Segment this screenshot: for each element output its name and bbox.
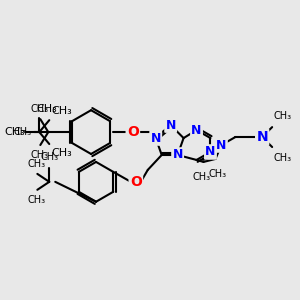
Text: CH₃: CH₃: [40, 152, 58, 162]
Text: N: N: [191, 124, 202, 136]
Text: N: N: [151, 132, 161, 145]
Text: CH₃: CH₃: [30, 150, 48, 160]
Text: CH₃: CH₃: [51, 148, 72, 158]
Text: CH₃: CH₃: [192, 172, 211, 182]
Text: N: N: [172, 148, 183, 161]
Text: CH₃: CH₃: [30, 104, 48, 114]
Text: CH₃: CH₃: [273, 153, 291, 163]
Text: O: O: [130, 175, 142, 189]
Text: CH₃: CH₃: [36, 104, 57, 114]
Text: N: N: [216, 139, 226, 152]
Text: CH₃: CH₃: [13, 127, 32, 137]
Text: CH₃: CH₃: [208, 169, 226, 179]
Text: O: O: [127, 125, 139, 139]
Text: N: N: [205, 146, 216, 158]
Text: CH₃: CH₃: [273, 111, 291, 121]
Text: N: N: [256, 130, 268, 144]
Text: CH₃: CH₃: [27, 195, 45, 205]
Text: CH₃: CH₃: [51, 106, 72, 116]
Text: N: N: [166, 118, 176, 132]
Text: CH₃: CH₃: [27, 159, 45, 169]
Text: CH₃: CH₃: [4, 127, 26, 137]
